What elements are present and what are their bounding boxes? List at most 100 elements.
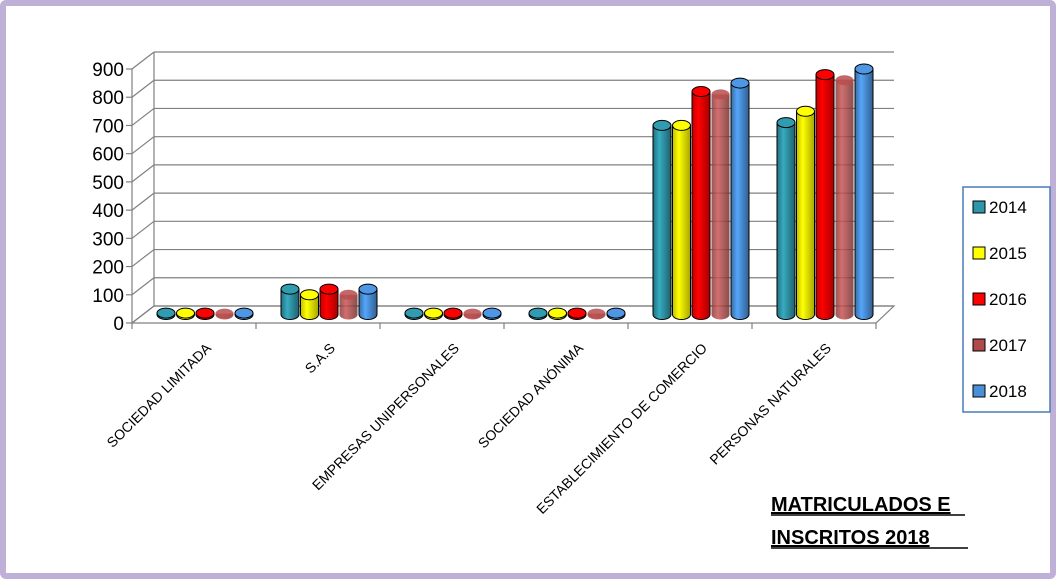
bar-top xyxy=(815,69,835,81)
legend-swatch xyxy=(972,200,986,214)
bar-body xyxy=(854,68,874,320)
bar-2017 xyxy=(339,289,358,320)
bar-top xyxy=(482,307,502,319)
bar-2018 xyxy=(606,307,626,320)
bar-top xyxy=(215,308,234,319)
title-line-2: INSCRITOS 2018 xyxy=(771,527,930,549)
bar-2014 xyxy=(528,307,548,320)
bar-top xyxy=(280,283,300,295)
bar-top xyxy=(776,117,796,129)
legend-label: 2015 xyxy=(989,244,1027,263)
bar-top xyxy=(567,307,587,319)
legend: 2014 2015 2016 2017 2018 xyxy=(962,186,1051,413)
bar-top xyxy=(358,283,378,295)
bar-body xyxy=(815,74,835,320)
bar-2014 xyxy=(652,119,672,320)
bar-2016 xyxy=(567,307,587,320)
y-tick-label: 0 xyxy=(113,314,124,335)
bar-top xyxy=(339,289,358,300)
bar-top xyxy=(176,307,195,319)
bar-top xyxy=(195,307,215,319)
chart-title: MATRICULADOS E INSCRITOS 2018 xyxy=(771,494,968,549)
bar-top xyxy=(711,89,730,100)
bar-2017 xyxy=(215,308,234,320)
bar-top xyxy=(234,307,254,319)
bar-top xyxy=(548,307,567,319)
bar-2015 xyxy=(300,289,319,320)
gridline-side xyxy=(131,220,155,239)
title-line-1: MATRICULADOS E xyxy=(771,494,951,516)
bar-2016 xyxy=(195,307,215,320)
bar-2018 xyxy=(730,77,750,320)
bar-2016 xyxy=(691,86,711,320)
y-tick-label: 900 xyxy=(92,60,124,81)
legend-swatch xyxy=(972,246,986,260)
bar-body xyxy=(280,288,300,320)
gridline-side xyxy=(131,164,155,183)
gridline-side xyxy=(131,79,155,98)
legend-swatch xyxy=(972,292,986,306)
bar-2016 xyxy=(319,283,339,320)
bar-top xyxy=(587,308,606,319)
y-tick-label: 700 xyxy=(92,116,124,137)
gridline-side xyxy=(131,249,155,268)
bar-top xyxy=(835,75,854,86)
gridline-side xyxy=(131,192,155,211)
bar-body xyxy=(691,91,711,320)
bar-body xyxy=(672,124,691,320)
y-tick-label: 600 xyxy=(92,145,124,166)
bar-2015 xyxy=(176,307,195,320)
x-tick-label: SOCIEDAD ANÓNIMA xyxy=(475,339,587,451)
bar-top xyxy=(404,307,424,319)
bar-body xyxy=(319,288,339,320)
bar-2014 xyxy=(404,307,424,320)
bar-top xyxy=(796,105,815,117)
bar-2017 xyxy=(711,89,730,320)
bar-top xyxy=(300,289,319,301)
x-tick-label: EMPRESAS UNIPERSONALES xyxy=(309,340,462,493)
x-tick-label: PERSONAS NATURALES xyxy=(706,340,834,468)
bar-2015 xyxy=(548,307,567,320)
legend-swatch xyxy=(972,384,986,398)
legend-label: 2016 xyxy=(989,290,1027,309)
bar-top xyxy=(652,119,672,131)
bar-top xyxy=(443,307,463,319)
bar-2018 xyxy=(854,63,874,320)
y-tick-label: 200 xyxy=(92,258,124,279)
legend-label: 2017 xyxy=(989,336,1027,355)
bar-body xyxy=(711,94,730,320)
bar-2016 xyxy=(443,307,463,320)
y-tick-label: 500 xyxy=(92,173,124,194)
bar-body xyxy=(796,110,815,320)
y-tick-label: 100 xyxy=(92,286,124,307)
bars-layer xyxy=(156,63,874,320)
bar-top xyxy=(691,86,711,98)
bar-2018 xyxy=(482,307,502,320)
gridline-side xyxy=(131,107,155,126)
bar-2018 xyxy=(234,307,254,320)
bar-top xyxy=(319,283,339,295)
bar-top xyxy=(672,119,691,131)
bar-2014 xyxy=(776,117,796,320)
bar-body xyxy=(652,124,672,320)
gridline-side xyxy=(131,277,155,296)
bar-body xyxy=(300,294,319,320)
bar-2014 xyxy=(280,283,300,320)
bar-body xyxy=(339,294,358,320)
bar-body xyxy=(358,288,378,320)
legend-swatch xyxy=(972,338,986,352)
gridline-side xyxy=(131,51,155,70)
axis-layer: 0 100 200 300 400 500 600 700 800 900 SOCIEDAD LIM… xyxy=(92,60,877,517)
gridline-side xyxy=(131,136,155,155)
bar-2015 xyxy=(424,307,443,320)
bar-top xyxy=(730,77,750,89)
x-tick-label: S.A.S xyxy=(301,340,338,377)
y-tick-label: 400 xyxy=(92,201,124,222)
bar-2017 xyxy=(835,75,854,320)
bar-top xyxy=(606,307,626,319)
bar-top xyxy=(528,307,548,319)
bar-2017 xyxy=(587,308,606,320)
y-tick-label: 300 xyxy=(92,229,124,250)
bar-2018 xyxy=(358,283,378,320)
